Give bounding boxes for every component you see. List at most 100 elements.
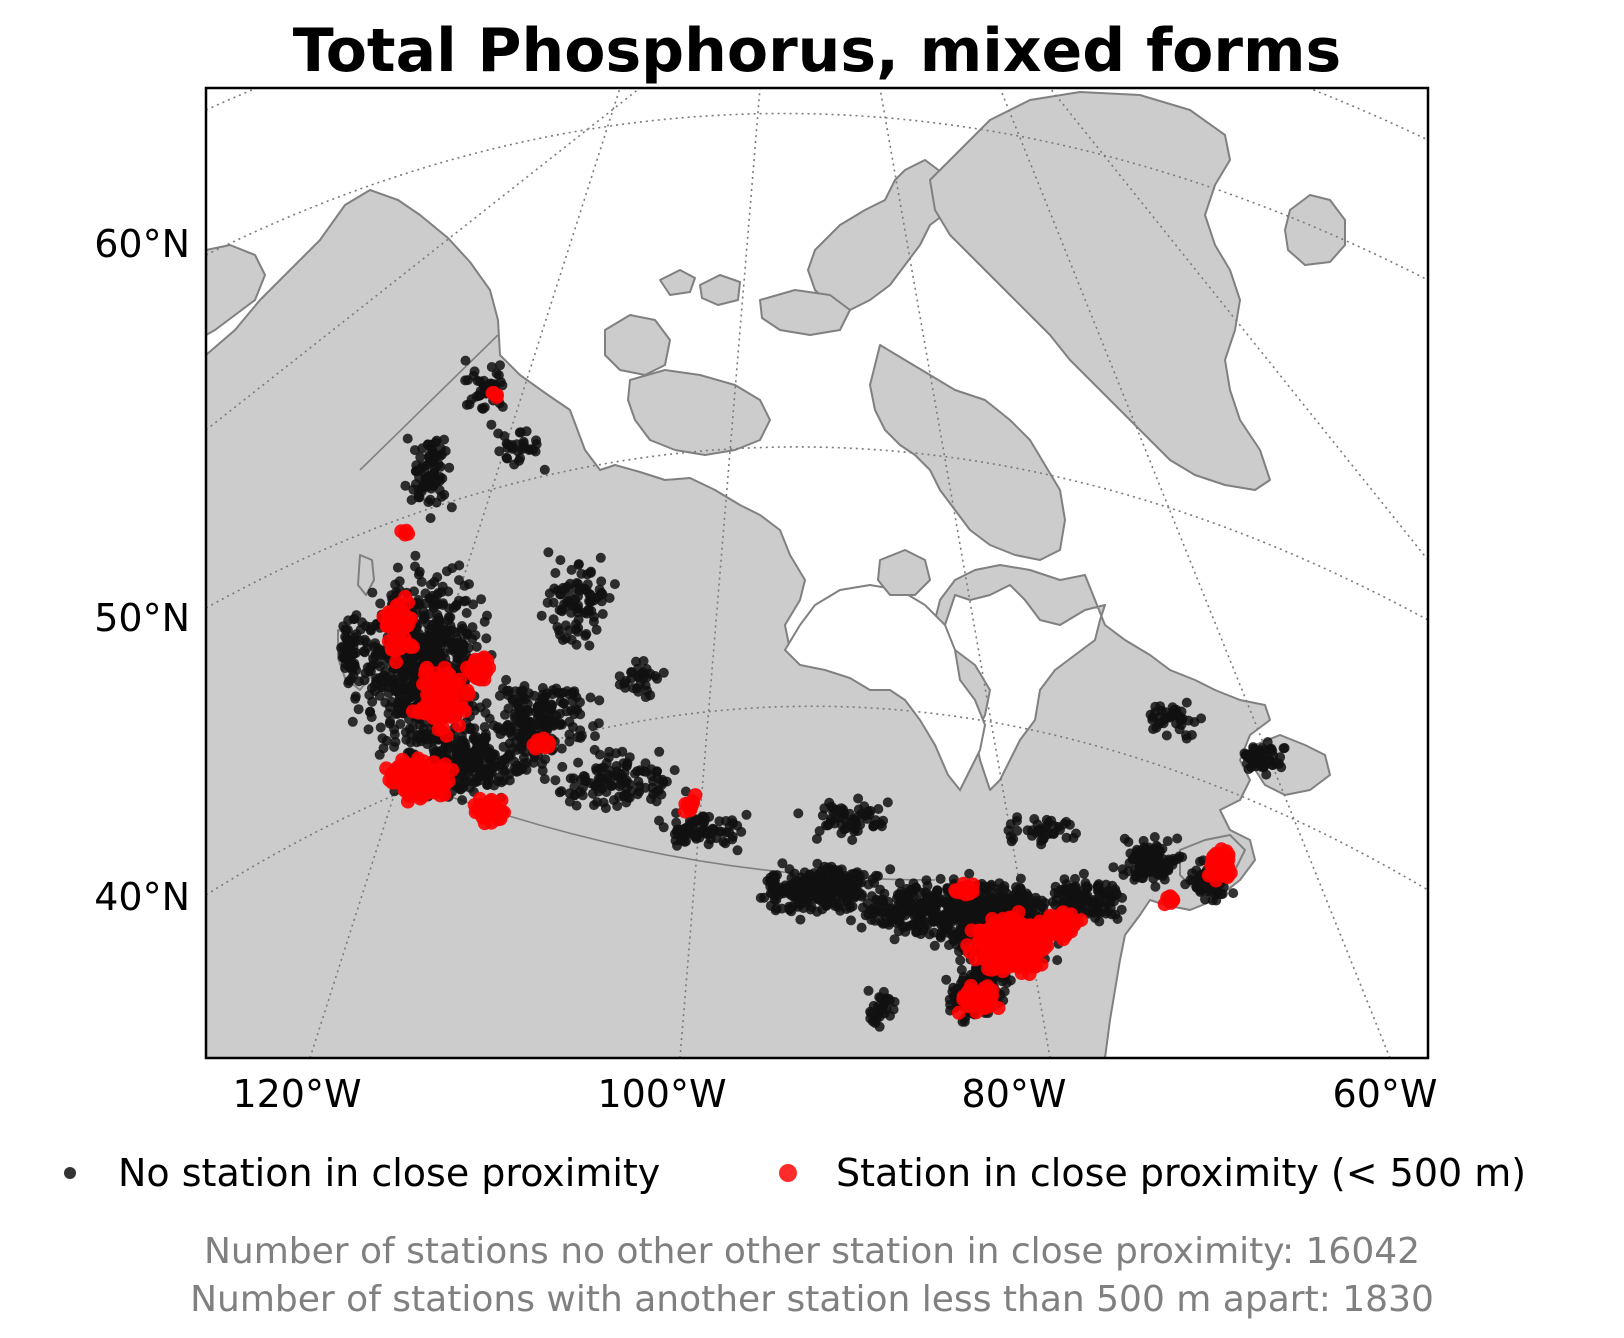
station-marker [419,728,430,739]
station-marker [564,788,575,799]
station-marker [512,446,523,457]
station-marker [462,628,472,639]
station-marker [1172,833,1183,844]
station-marker [1005,831,1016,842]
station-marker [1276,762,1287,773]
iceland [1284,194,1346,266]
station-marker [680,786,691,797]
station-marker [807,890,818,901]
station-marker [847,835,858,845]
station-marker [536,701,547,712]
station-marker [501,674,512,685]
legend-marker-proximity [779,1164,797,1182]
station-marker [889,996,900,1007]
station-marker [793,808,804,819]
station-marker [1249,759,1260,769]
station-marker [936,929,947,940]
station-marker [405,730,416,741]
station-marker [560,620,571,631]
station-marker [444,462,455,473]
station-marker [451,600,462,611]
station-marker [473,390,484,401]
station-marker [374,690,385,701]
station-marker [985,901,996,912]
station-marker [585,596,596,607]
station-marker [958,972,969,983]
station-marker [552,622,563,632]
station-marker [542,597,553,608]
station-marker [1022,825,1033,836]
station-marker [835,883,846,894]
station-marker [724,821,735,832]
station-marker [658,667,669,678]
station-marker [484,744,495,754]
station-marker [1052,955,1063,966]
station-marker [889,934,900,945]
station-marker [767,888,778,899]
station-marker [818,892,828,903]
station-marker [875,1004,886,1015]
station-marker [1056,913,1071,928]
station-marker [488,799,503,814]
station-marker [882,797,893,808]
station-marker [915,919,926,930]
station-marker [1148,873,1159,884]
station-marker [585,692,596,703]
station-marker [633,776,644,787]
station-marker [557,687,568,698]
station-marker [777,858,788,869]
station-marker [570,624,581,635]
station-marker [641,766,651,777]
station-marker [428,637,439,648]
station-marker [885,864,896,875]
station-marker [351,629,362,640]
station-marker [1068,833,1079,843]
station-marker [460,375,471,386]
station-marker [432,774,447,789]
station-marker [999,884,1010,895]
station-marker [431,435,442,446]
station-marker [594,695,605,706]
station-marker [556,743,567,754]
station-marker [632,766,643,777]
proximity-station-group [376,385,1238,1020]
station-marker [621,775,632,786]
station-marker [359,647,370,658]
station-marker [1018,890,1029,901]
station-marker [420,472,431,483]
station-marker [714,816,725,827]
station-marker [461,399,472,410]
station-marker [569,709,580,720]
station-marker [571,800,582,811]
station-marker [441,748,452,759]
station-marker [403,771,418,786]
station-marker [433,628,444,639]
station-marker [946,929,957,940]
station-marker [1268,760,1278,770]
station-marker [471,756,482,767]
station-marker [496,777,507,788]
station-marker [555,555,566,566]
station-marker [672,840,682,851]
station-marker [344,676,354,687]
greenland [929,91,1271,491]
footnote-proximity-count: Number of stations with another station … [190,1279,1434,1320]
station-marker [585,567,596,578]
station-marker [550,568,561,578]
station-marker [1153,719,1164,730]
station-marker [964,913,975,924]
station-marker [1192,880,1203,891]
station-marker [426,442,437,453]
station-marker [1201,868,1216,883]
station-marker [366,712,377,723]
station-marker [1014,966,1029,980]
station-marker [727,831,738,842]
station-marker [640,758,651,769]
station-marker [926,900,937,911]
station-marker [669,765,680,776]
station-marker [1103,885,1114,896]
station-marker [955,955,966,966]
station-marker [860,910,871,921]
station-marker [836,803,847,814]
